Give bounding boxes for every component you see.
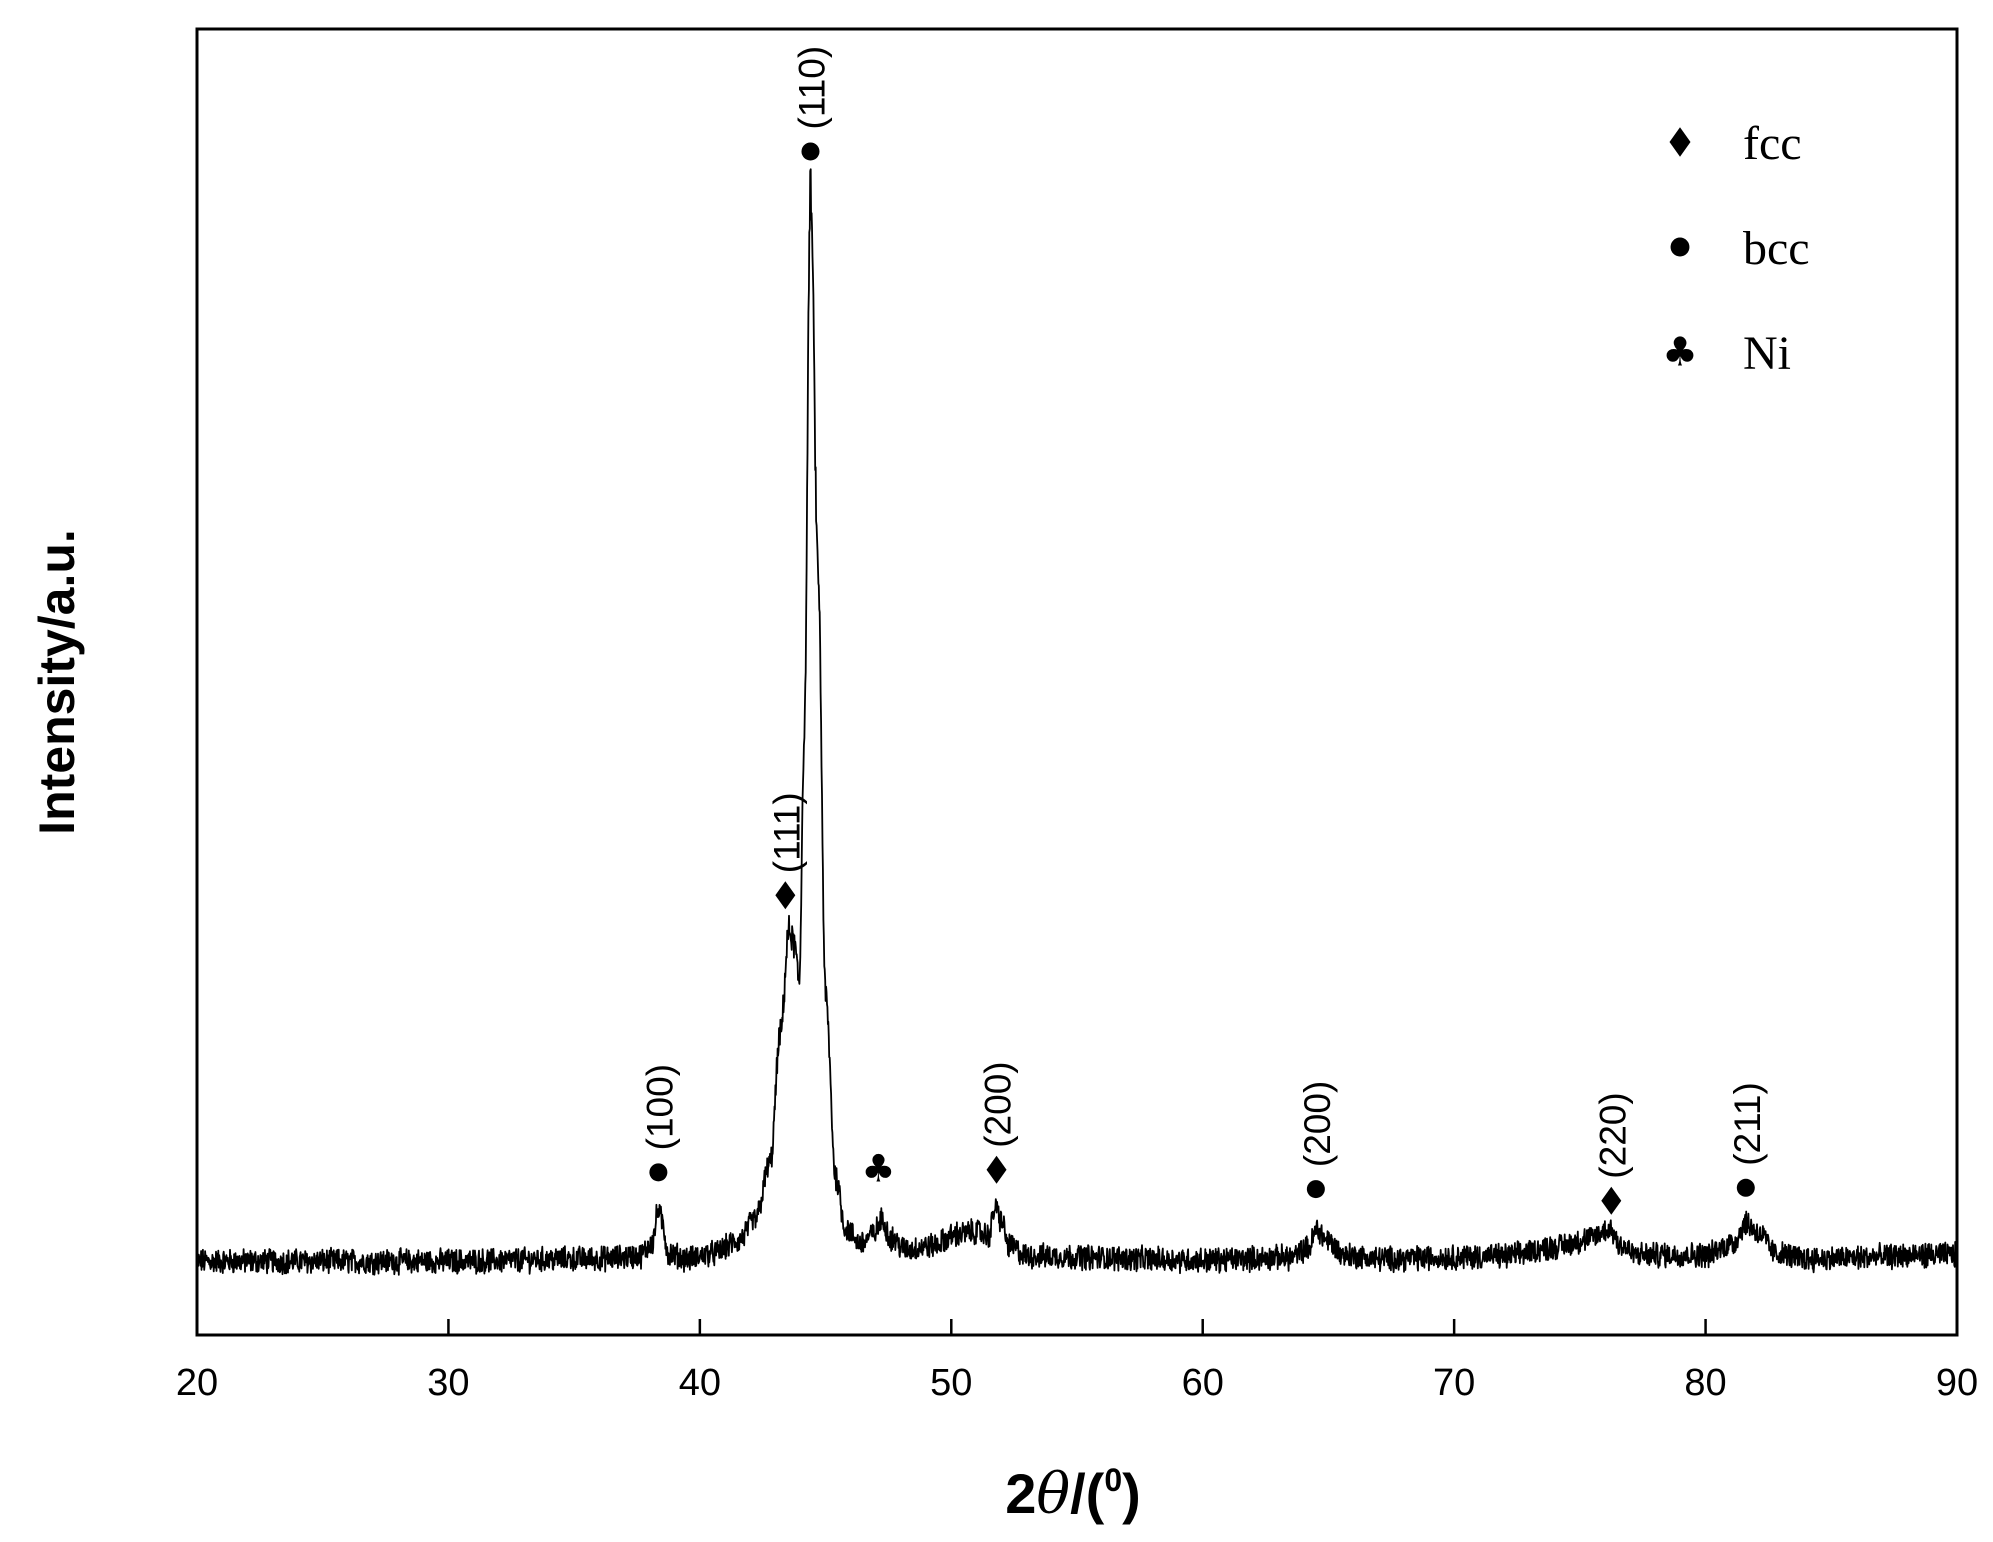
series-line-xrd-pattern (196, 168, 1958, 1276)
peak-annotation: (211) (1727, 1082, 1768, 1197)
circle-icon (801, 142, 820, 161)
peak-label: (110) (791, 46, 832, 130)
peak-label: (220) (1592, 1092, 1633, 1178)
legend-label: Ni (1743, 327, 1791, 380)
legend: fcc bcc ♣ Ni (1662, 117, 1809, 380)
x-tick-label: 30 (427, 1362, 469, 1404)
circle-icon (1670, 237, 1690, 257)
circle-icon (1306, 1180, 1325, 1199)
x-axis-title-close: ) (1122, 1462, 1141, 1525)
peak-annotation: (200) (1297, 1081, 1338, 1199)
peak-annotation: (220) (1592, 1092, 1633, 1215)
legend-label: fcc (1743, 117, 1802, 170)
peak-label: (211) (1727, 1082, 1768, 1166)
diamond-icon (1669, 127, 1691, 157)
legend-item: bcc (1670, 222, 1810, 275)
peak-label: (200) (978, 1061, 1019, 1147)
diamond-icon (986, 1155, 1007, 1184)
x-tick-label: 60 (1182, 1362, 1224, 1404)
peak-annotation: ♣ (861, 1146, 895, 1190)
y-axis-title: Intensity/a.u. (29, 529, 85, 835)
x-axis-ticks (195, 1319, 1959, 1335)
peak-annotation: (110) (791, 46, 832, 161)
x-axis-title-prefix: 2 (1005, 1462, 1036, 1525)
peak-annotation: (100) (639, 1064, 680, 1182)
peak-label: (200) (1297, 1081, 1338, 1167)
circle-icon (1736, 1178, 1755, 1197)
circle-icon (649, 1163, 668, 1182)
x-tick-label: 80 (1684, 1362, 1726, 1404)
x-axis-title-suffix: /( (1070, 1462, 1105, 1525)
x-axis-title: 2θ/(0) (1005, 1462, 1141, 1527)
x-tick-label: 20 (176, 1362, 218, 1404)
legend-item: fcc (1669, 117, 1802, 170)
x-tick-label: 50 (930, 1362, 972, 1404)
club-icon: ♣ (1662, 330, 1698, 376)
x-axis-title-superscript: 0 (1104, 1462, 1122, 1498)
diamond-icon (1601, 1186, 1622, 1215)
x-tick-label: 40 (679, 1362, 721, 1404)
peak-label: (111) (766, 792, 807, 873)
x-axis-tick-labels: 20 30 40 50 60 70 80 90 (176, 1362, 1978, 1404)
legend-label: bcc (1743, 222, 1810, 275)
peak-annotation: (111) (766, 792, 807, 910)
plot-frame (195, 27, 1959, 1337)
legend-item: ♣ Ni (1662, 327, 1791, 380)
club-icon: ♣ (861, 1146, 895, 1190)
x-axis-title-theta: θ (1036, 1462, 1070, 1527)
peak-annotations: (100) (111) (110) ♣ (200) (200) (220) (211) (639, 46, 1768, 1215)
x-tick-label: 70 (1433, 1362, 1475, 1404)
x-tick-label: 90 (1936, 1362, 1978, 1404)
peak-label: (100) (639, 1064, 680, 1150)
diamond-icon (775, 881, 796, 910)
peak-annotation: (200) (978, 1061, 1019, 1184)
